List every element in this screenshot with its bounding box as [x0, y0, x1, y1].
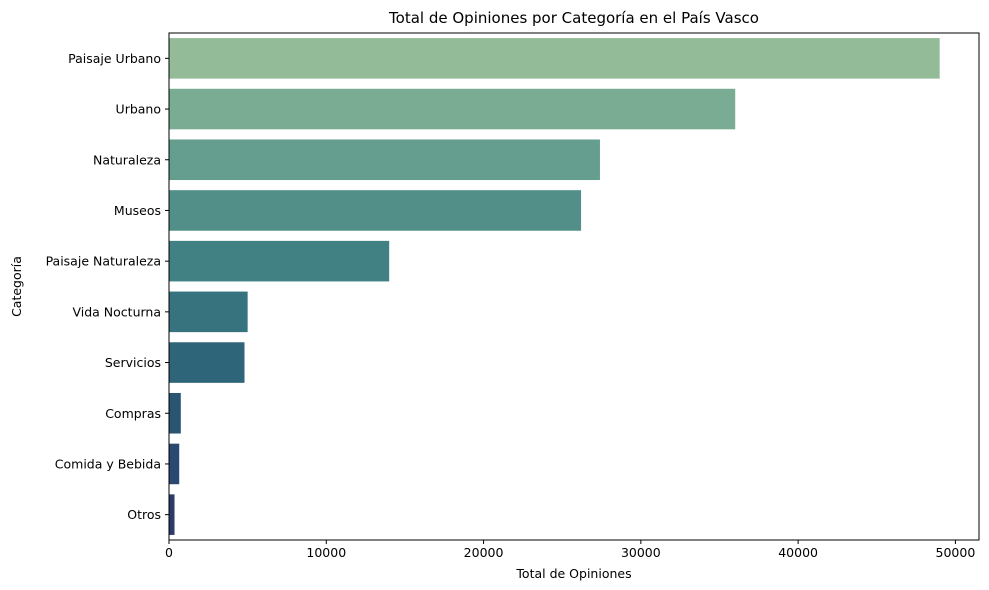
bar-compras: [169, 392, 181, 434]
bar-otros: [169, 494, 175, 535]
y-tick-label: Paisaje Urbano: [68, 51, 161, 66]
y-tick-label: Otros: [127, 507, 161, 522]
bar-naturaleza: [169, 139, 600, 181]
bar-museos: [169, 190, 582, 231]
plot-border: [168, 32, 980, 541]
x-axis-ticks: 0 10000 20000 30000 40000 50000: [165, 540, 975, 560]
y-axis-ticks: Paisaje Urbano Urbano Naturaleza Museos Pais…: [46, 51, 169, 522]
x-tick-label: 30000: [621, 545, 661, 560]
plot-frame: [168, 32, 980, 541]
x-axis-title: Total de Opiniones: [515, 566, 631, 581]
x-tick-label: 10000: [306, 545, 346, 560]
y-tick-label: Urbano: [116, 102, 161, 117]
y-axis-title: Categoría: [9, 256, 24, 317]
y-tick-label: Naturaleza: [93, 152, 161, 167]
x-tick-label: 0: [165, 545, 173, 560]
bar-comida-y-bebida: [169, 443, 180, 485]
y-tick-label: Compras: [105, 406, 161, 421]
x-tick-label: 50000: [936, 545, 976, 560]
y-tick-label: Servicios: [105, 355, 161, 370]
chart-title: Total de Opiniones por Categoría en el P…: [388, 9, 759, 27]
bar-servicios: [169, 342, 245, 383]
y-tick-label: Vida Nocturna: [72, 304, 161, 319]
y-tick-label: Paisaje Naturaleza: [46, 254, 161, 269]
bar-paisaje-naturaleza: [169, 240, 390, 282]
x-tick-label: 20000: [464, 545, 504, 560]
bar-paisaje-urbano: [169, 38, 940, 79]
x-tick-label: 40000: [778, 545, 818, 560]
bars-group: [169, 38, 940, 535]
y-tick-label: Museos: [114, 203, 161, 218]
y-tick-label: Comida y Bebida: [55, 456, 161, 471]
bar-urbano: [169, 88, 736, 130]
bar-vida-nocturna: [169, 291, 248, 333]
